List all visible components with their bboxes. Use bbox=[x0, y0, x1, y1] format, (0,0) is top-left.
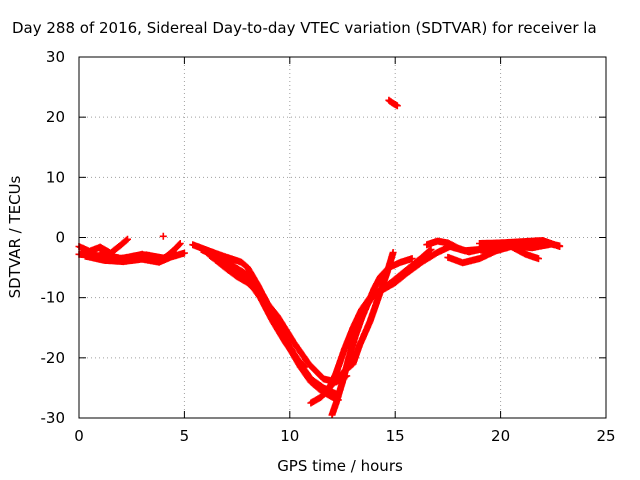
data-marks bbox=[81, 249, 188, 266]
data-marks bbox=[385, 96, 401, 110]
series-arc-q bbox=[385, 96, 401, 110]
chart-title: Day 288 of 2016, Sidereal Day-to-day VTE… bbox=[12, 19, 597, 37]
data-marks bbox=[159, 232, 167, 240]
x-tick-label: 25 bbox=[596, 427, 615, 445]
y-tick-label: -20 bbox=[41, 349, 66, 367]
series-arc-e bbox=[189, 241, 342, 404]
y-tick-label: 20 bbox=[46, 108, 65, 126]
x-tick-label: 10 bbox=[280, 427, 299, 445]
data-marks bbox=[189, 241, 342, 404]
x-tick-label: 5 bbox=[180, 427, 190, 445]
data-marks bbox=[486, 240, 564, 252]
series-arc-r bbox=[159, 232, 167, 240]
y-tick-label: 10 bbox=[46, 168, 65, 186]
data-marks bbox=[212, 256, 351, 386]
y-axis-title: SDTVAR / TECUs bbox=[6, 175, 24, 298]
x-tick-label: 0 bbox=[74, 427, 84, 445]
series-arc-h bbox=[212, 256, 351, 386]
series-arc-d bbox=[81, 249, 188, 266]
data-marks bbox=[423, 237, 494, 257]
y-tick-label: -30 bbox=[41, 409, 66, 427]
series-arc-p bbox=[486, 240, 564, 252]
data-series bbox=[75, 96, 564, 419]
data-marks bbox=[206, 252, 309, 371]
series-arc-g bbox=[206, 252, 309, 371]
y-tick-label: 30 bbox=[46, 48, 65, 66]
tick-labels: 0 5 10 15 20 25 -30 -20 -10 0 10 20 30 bbox=[41, 48, 616, 445]
x-tick-label: 15 bbox=[386, 427, 405, 445]
y-tick-label: 0 bbox=[55, 229, 65, 247]
x-tick-label: 20 bbox=[491, 427, 510, 445]
ticks bbox=[78, 56, 607, 419]
series-arc-m bbox=[423, 237, 494, 257]
x-axis-title: GPS time / hours bbox=[277, 457, 403, 475]
grid bbox=[79, 57, 606, 418]
y-tick-label: -10 bbox=[41, 289, 66, 307]
